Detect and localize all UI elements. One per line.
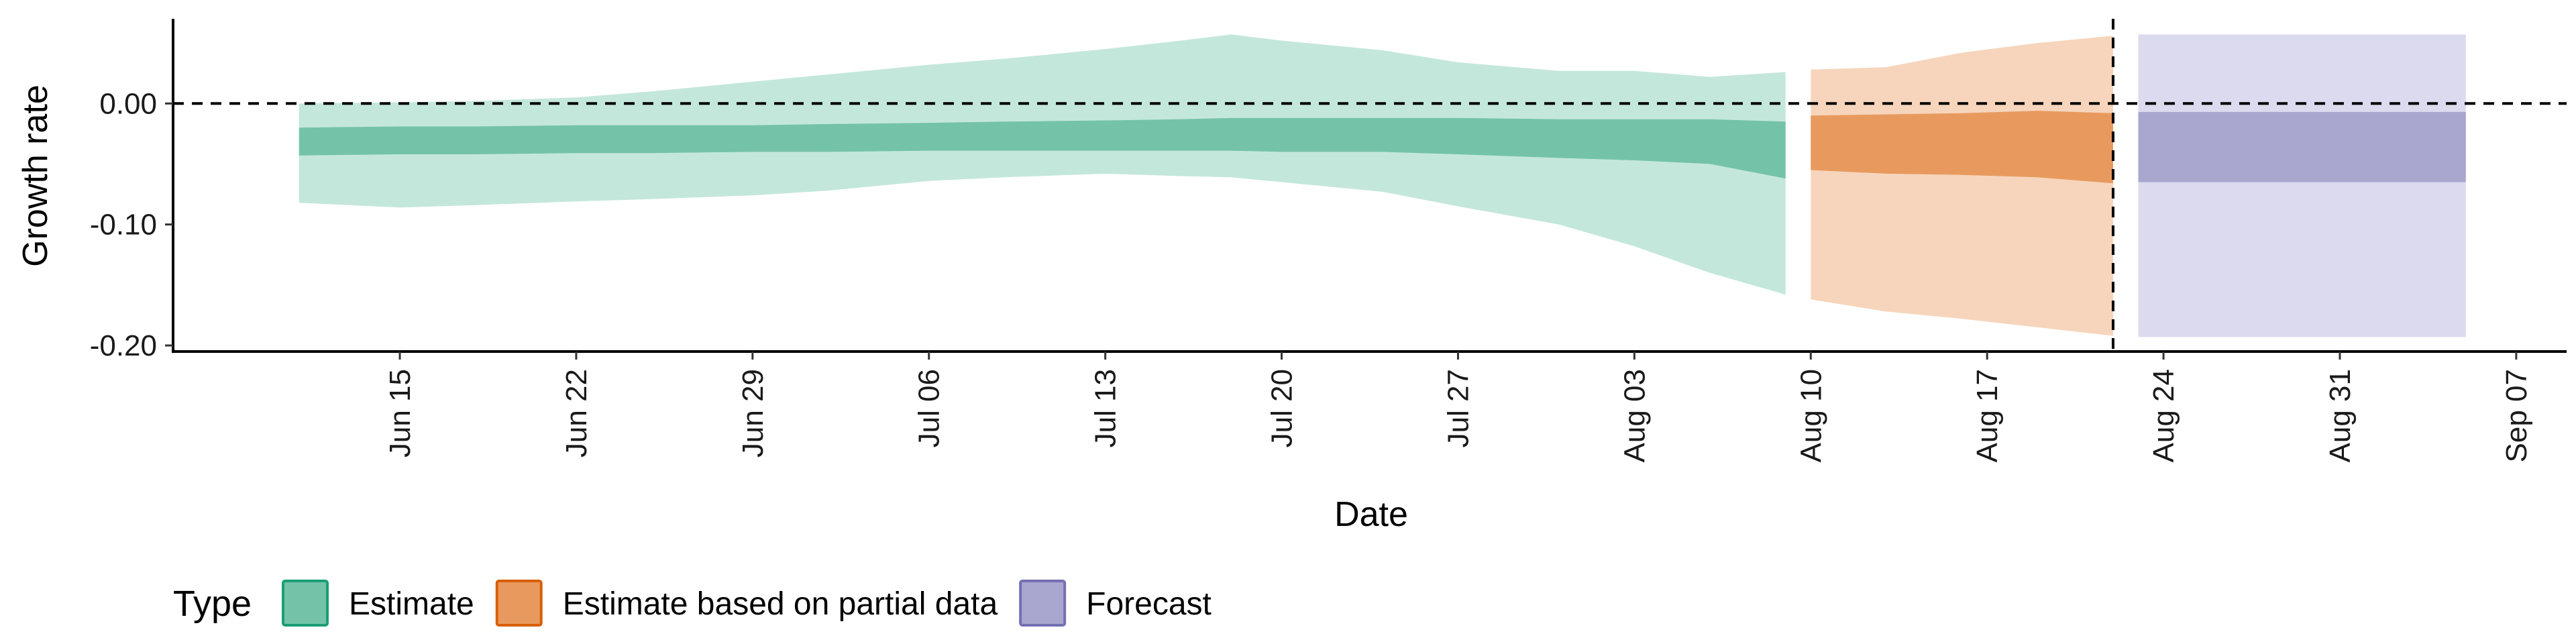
x-tick-label: Sep 07 <box>2500 369 2533 462</box>
reference-lines <box>173 19 2567 352</box>
x-tick-label: Jun 22 <box>560 369 593 458</box>
y-axis-title: Growth rate <box>16 85 55 267</box>
x-tick-label: Jul 27 <box>1442 369 1475 447</box>
tick-layer: 0.00 -0.10 -0.20 Jun 15 Jun 22 Jun 29 Jul 06 Ju… <box>90 87 2533 462</box>
x-tick-label: Jul 20 <box>1266 369 1299 447</box>
y-tick-label: -0.10 <box>90 209 157 241</box>
x-tick-label: Jun 29 <box>737 369 769 458</box>
x-tick-label: Aug 03 <box>1618 369 1651 462</box>
y-tick-label: -0.20 <box>90 329 157 362</box>
x-axis-title: Date <box>1334 495 1408 534</box>
x-tick-label: Aug 31 <box>2324 369 2357 462</box>
x-tick-label: Aug 24 <box>2147 369 2180 462</box>
legend-label-estimate: Estimate <box>349 586 474 622</box>
ribbon-layer <box>299 34 2466 337</box>
forecast-inner-band <box>2138 111 2466 182</box>
legend: Type Estimate Estimate based on partial d… <box>173 580 1212 627</box>
estimate-based-on-partial-data-outer-band <box>1811 36 2113 336</box>
estimate-outer-band <box>299 34 1786 295</box>
x-tick-label: Jul 13 <box>1089 369 1122 447</box>
estimate-inner-band <box>299 117 1786 179</box>
legend-label-forecast: Forecast <box>1086 586 1212 622</box>
legend-title: Type <box>173 584 252 624</box>
estimate-based-on-partial-data-inner-band <box>1811 111 2113 184</box>
y-tick-label: 0.00 <box>99 87 157 120</box>
legend-swatch-forecast <box>1019 580 1067 627</box>
legend-label-estimate-based-on-partial-data: Estimate based on partial data <box>563 586 998 622</box>
x-tick-label: Jul 06 <box>913 369 946 447</box>
legend-swatch-estimate-based-on-partial-data <box>495 580 543 627</box>
x-tick-label: Aug 10 <box>1794 369 1827 462</box>
axes <box>172 19 2567 353</box>
x-tick-label: Aug 17 <box>1971 369 2004 462</box>
forecast-outer-band <box>2138 34 2466 337</box>
x-tick-label: Jun 15 <box>384 369 417 458</box>
legend-swatch-estimate <box>282 580 329 627</box>
